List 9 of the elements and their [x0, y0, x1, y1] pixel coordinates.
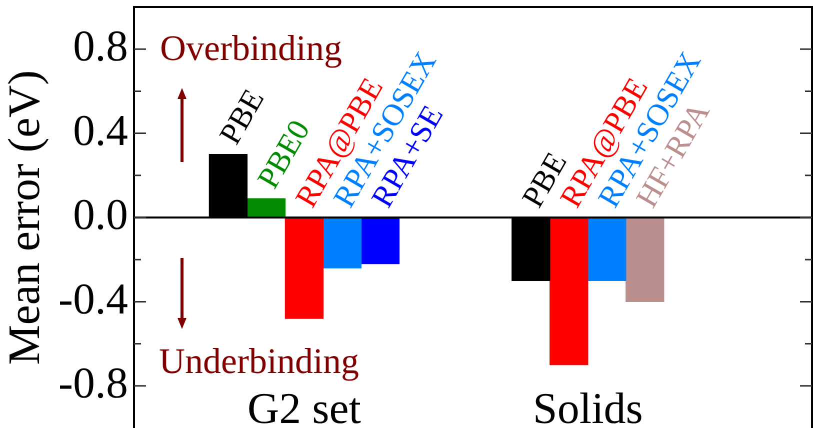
x-tick-label: G2 set	[247, 384, 362, 428]
annotation: Underbinding	[159, 341, 359, 381]
y-tick-label: 0.4	[73, 106, 128, 155]
y-axis-title: Mean error (eV)	[0, 70, 49, 365]
y-tick-label: 0.0	[73, 190, 128, 240]
x-tick-label: Solids	[532, 384, 643, 428]
y-tick-label: -0.4	[58, 274, 128, 324]
y-tick-label: 0.8	[73, 22, 128, 71]
y-tick-label: -0.8	[58, 358, 128, 408]
